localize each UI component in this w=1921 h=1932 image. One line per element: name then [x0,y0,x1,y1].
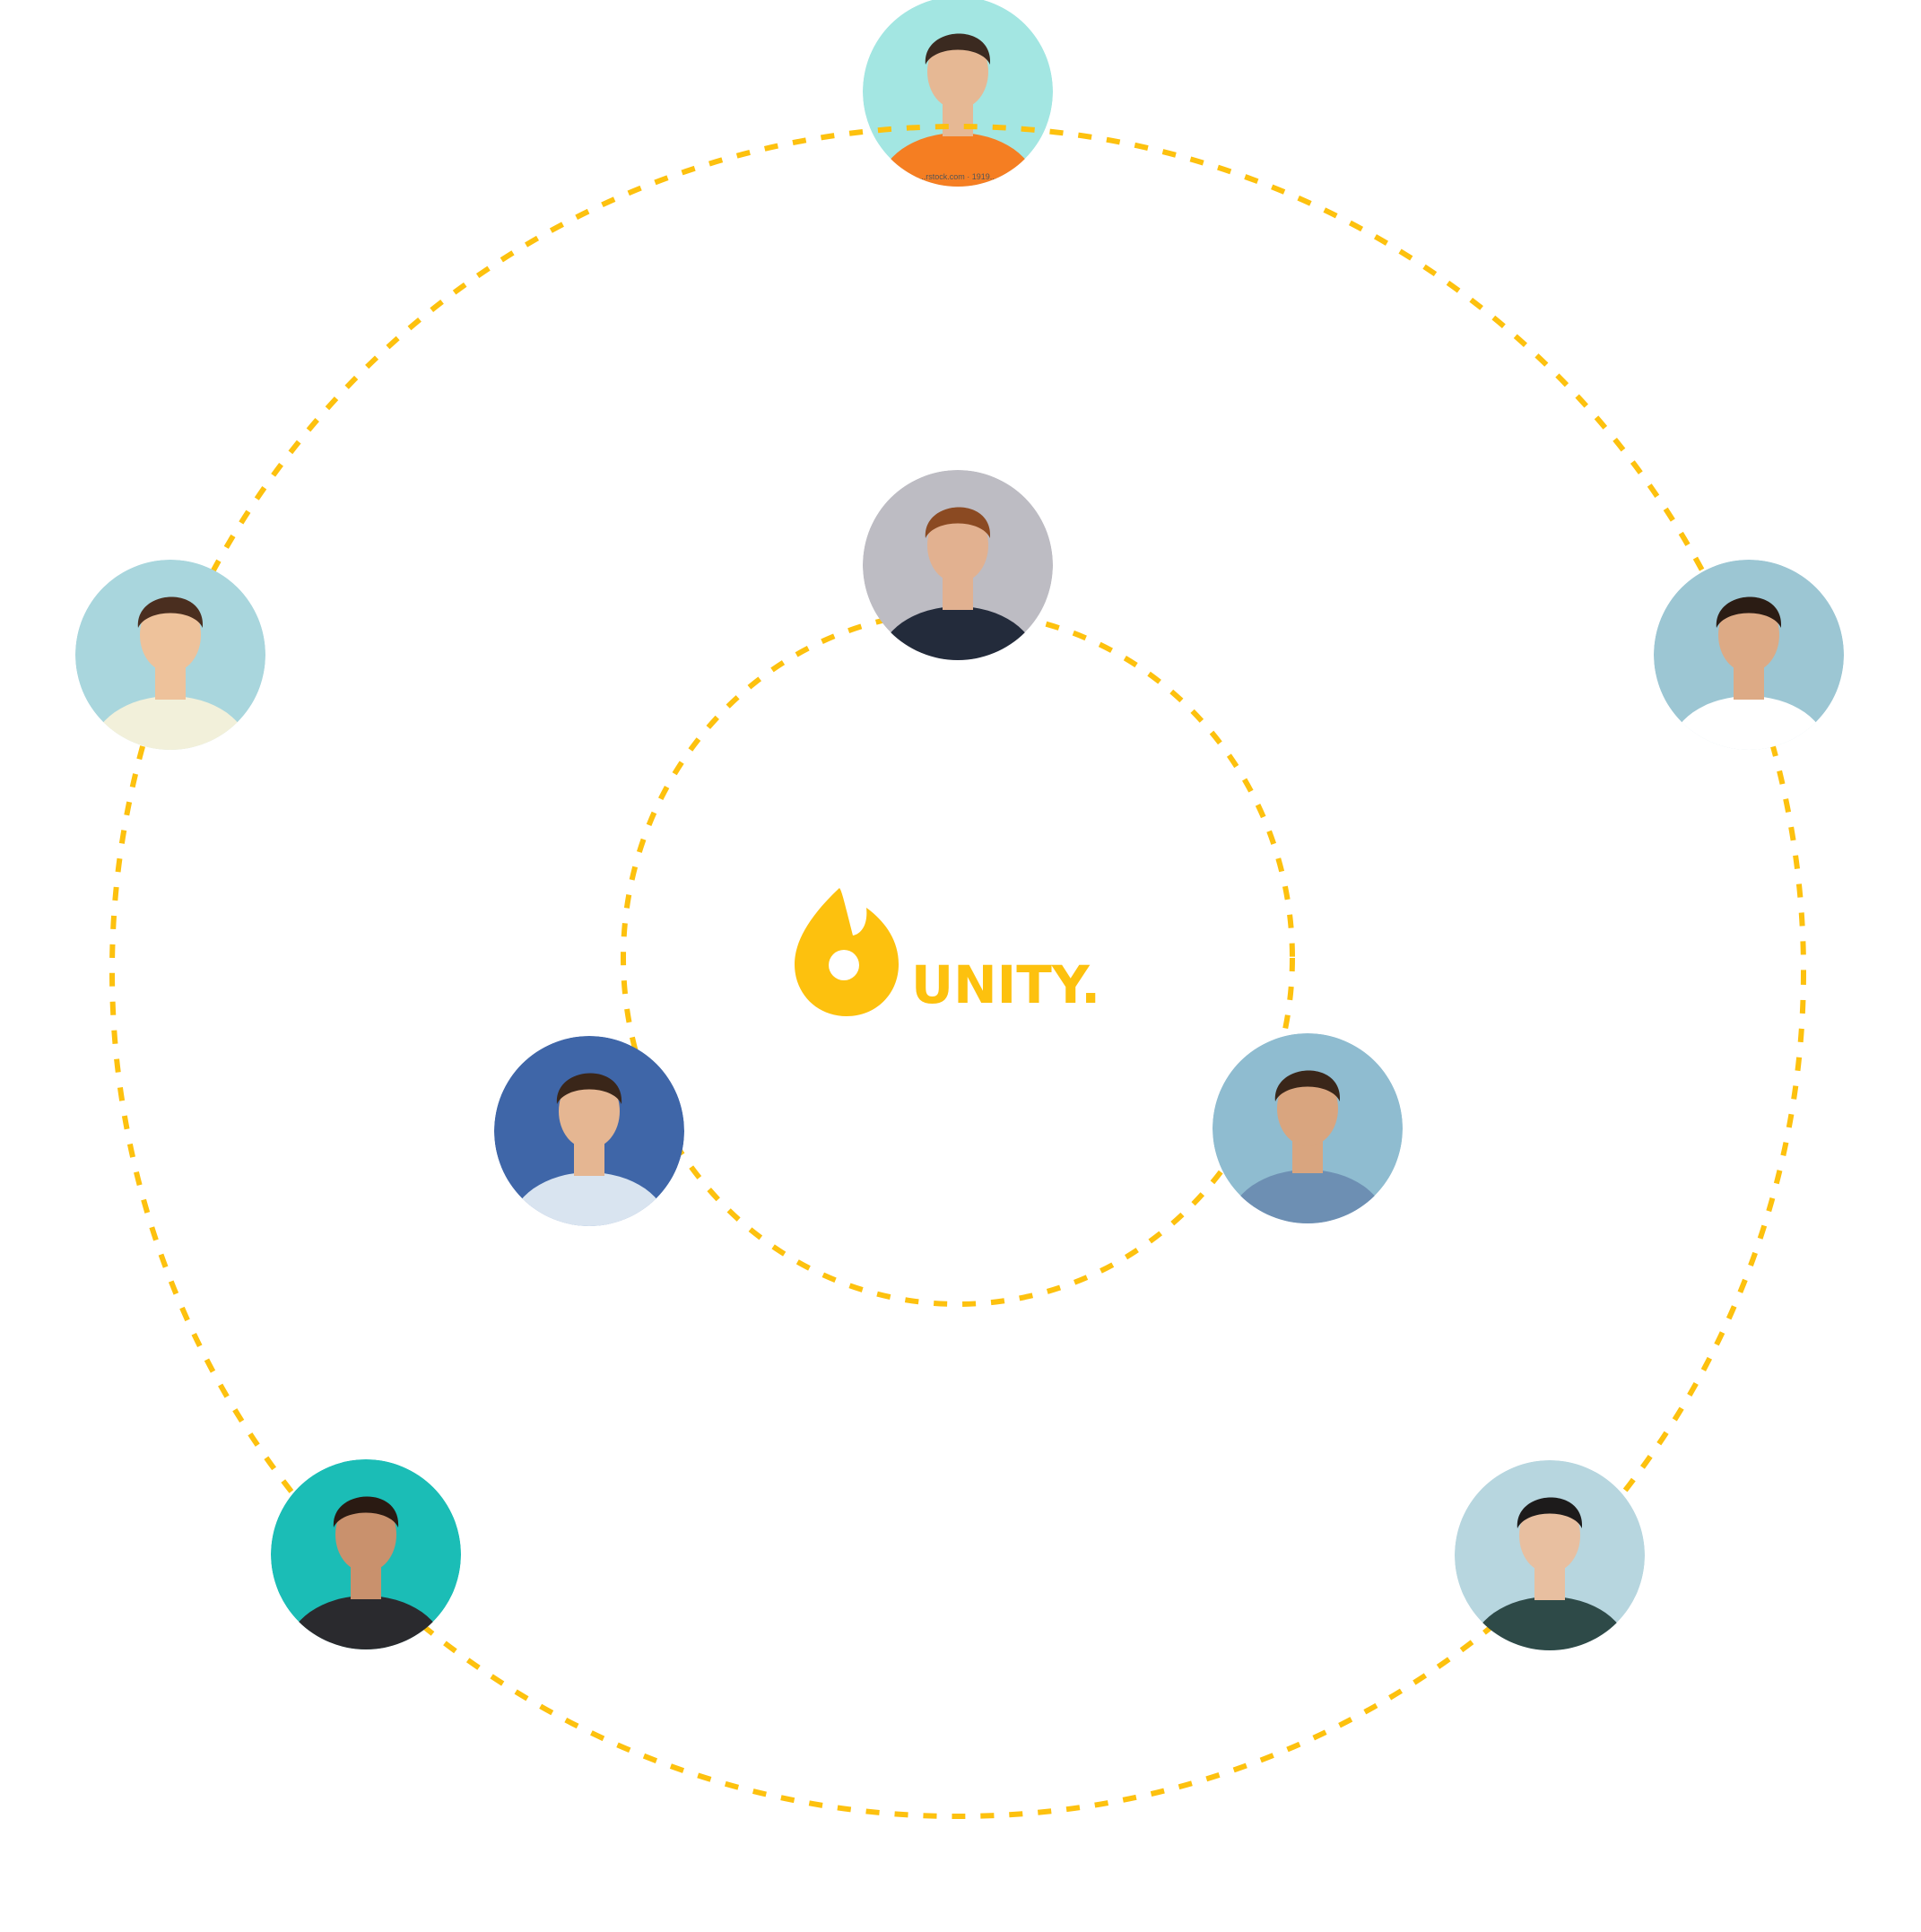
avatar-hair [333,1496,399,1527]
avatar-hair [1716,596,1782,628]
avatar-shirt [287,1596,445,1649]
avatar-shirt [1471,1597,1629,1650]
avatar-shirt [510,1172,668,1226]
avatar-watermark: ...rstock.com · 1919... [919,172,997,181]
avatar-head [1277,1071,1338,1146]
avatar-head [335,1497,396,1572]
avatar-head [140,597,201,673]
avatars: ...rstock.com · 1919... [75,0,1844,1708]
avatar-top[interactable]: ...rstock.com · 1919... [863,0,1053,244]
avatar-head [1718,597,1779,673]
avatar-shirt [1670,696,1828,750]
inner-orbit [621,609,1295,1307]
outer-orbit [109,124,1806,1819]
avatar-hair [1517,1497,1583,1528]
avatar-hair [137,596,204,628]
avatar-shirt [879,606,1037,660]
avatar-inner-left[interactable] [494,1036,684,1284]
avatar-head [927,508,988,583]
avatar-head [1519,1498,1580,1573]
avatar-left[interactable] [75,560,265,807]
avatar-head [559,1074,620,1149]
avatar-shirt [1229,1170,1386,1223]
avatar-hair [925,33,991,65]
avatar-head [927,34,988,109]
avatar-right[interactable] [1654,560,1844,807]
brand-name: UNITY. [911,954,1100,1015]
flame-hole [829,950,859,980]
avatar-hair [925,507,991,538]
orbits [109,124,1806,1819]
avatar-bottom-left[interactable] [271,1459,461,1707]
avatar-hair [556,1073,622,1104]
avatar-shirt [879,133,1037,187]
avatar-shirt [91,696,249,750]
brand-logo[interactable]: UNITY. [795,888,1100,1016]
avatar-inner-top[interactable] [863,470,1053,718]
avatar-bottom-right[interactable] [1455,1460,1645,1708]
avatar-hair [1274,1070,1341,1101]
avatar-inner-right[interactable] [1213,1033,1403,1281]
